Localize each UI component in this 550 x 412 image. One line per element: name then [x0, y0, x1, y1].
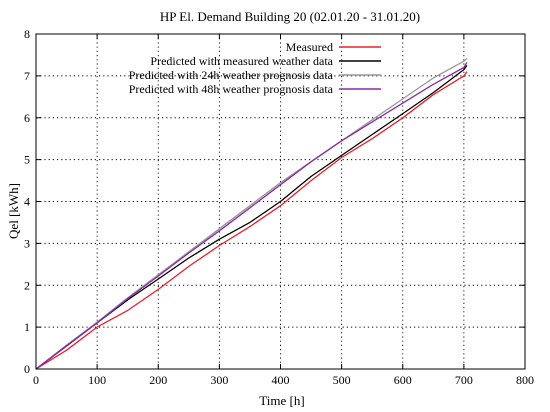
y-tick-label: 5 [24, 153, 30, 167]
x-tick-label: 500 [333, 373, 351, 387]
legend-label-4: Predicted with 48h weather prognosis dat… [129, 82, 334, 96]
x-tick-label: 700 [455, 373, 473, 387]
chart-title: HP El. Demand Building 20 (02.01.20 - 31… [160, 9, 420, 24]
series-layer [35, 57, 468, 370]
x-tick-label: 400 [272, 373, 290, 387]
series-line-3 [35, 57, 468, 370]
x-tick-label: 0 [33, 373, 39, 387]
x-tick-label: 600 [394, 373, 412, 387]
series-line-1 [35, 71, 468, 370]
x-tick-label: 100 [88, 373, 106, 387]
y-tick-label: 7 [24, 69, 30, 83]
y-tick-label: 6 [24, 111, 30, 125]
y-axis-label: Qel [kWh] [6, 183, 21, 239]
legend-label-1: Measured [286, 40, 333, 54]
x-tick-label: 200 [149, 373, 167, 387]
x-axis-label: Time [h] [259, 393, 304, 408]
y-tick-label: 4 [24, 195, 30, 209]
x-tick-label: 300 [210, 373, 228, 387]
axis-ticks: 0 100 200 300 400 500 600 700 800 0 1 2 3 4 5 6 7 8 [24, 27, 534, 387]
legend-label-2: Predicted with measured weather data [150, 54, 333, 68]
y-tick-label: 3 [24, 236, 30, 250]
series-line-4 [35, 62, 468, 370]
series-line-2 [35, 65, 468, 370]
y-tick-label: 8 [24, 27, 30, 41]
y-tick-label: 2 [24, 278, 30, 292]
legend-label-3: Predicted with 24h weather prognosis dat… [129, 68, 334, 82]
x-tick-label: 800 [516, 373, 534, 387]
y-tick-label: 0 [24, 362, 30, 376]
y-tick-label: 1 [24, 320, 30, 334]
